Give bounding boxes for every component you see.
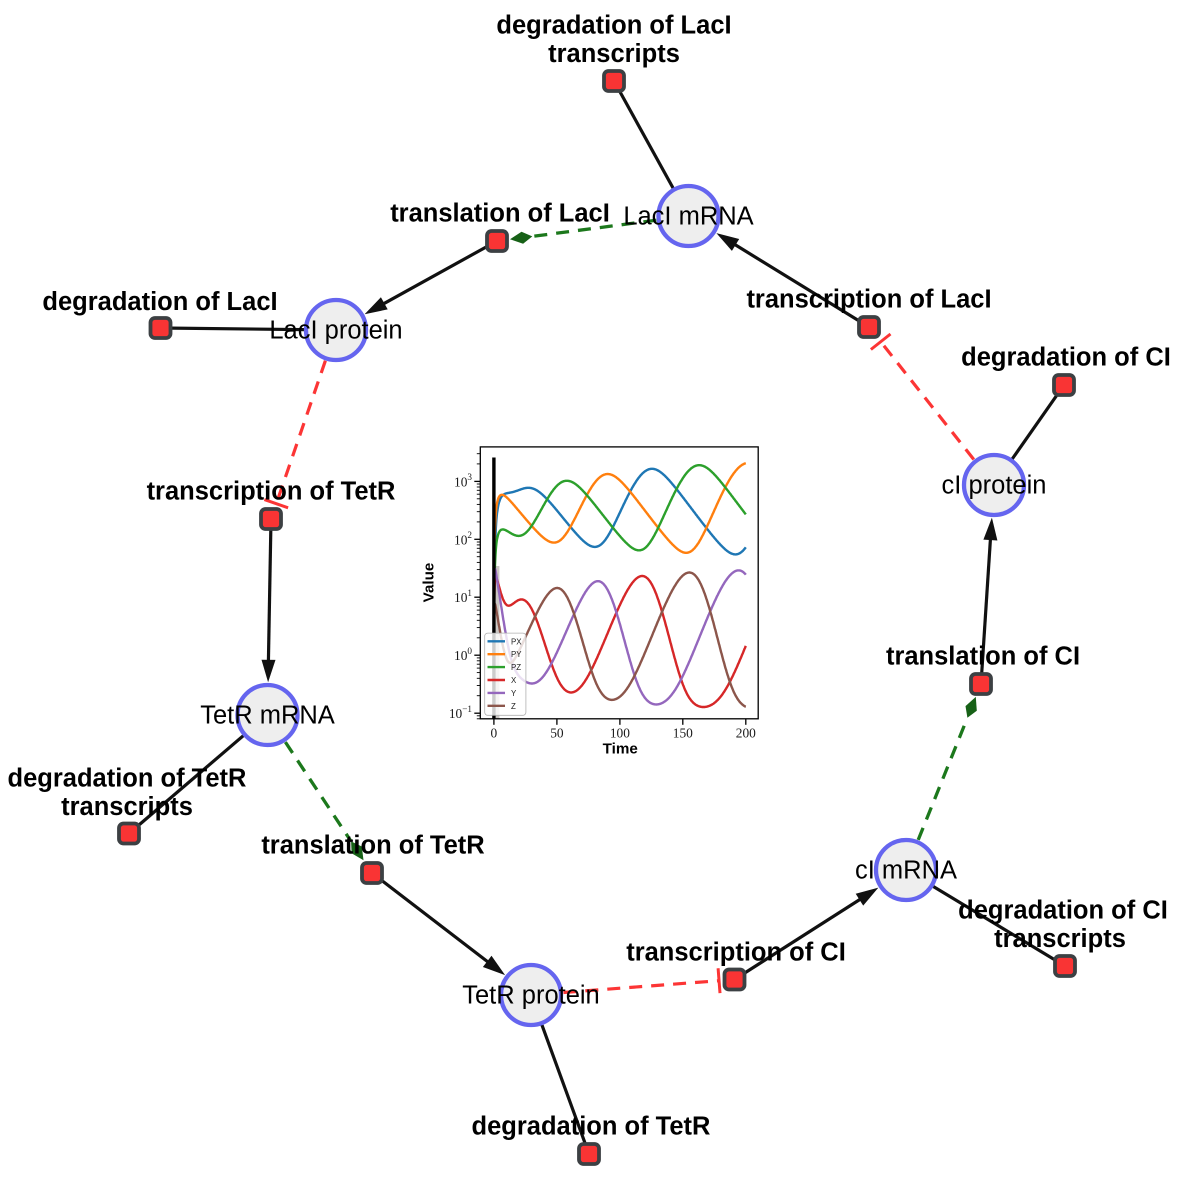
svg-text:translation of TetR: translation of TetR bbox=[261, 832, 484, 860]
svg-text:transcription of LacI: transcription of LacI bbox=[746, 286, 991, 314]
svg-text:X: X bbox=[511, 676, 517, 685]
svg-text:translation of LacI: translation of LacI bbox=[390, 200, 610, 228]
svg-text:0: 0 bbox=[491, 725, 498, 740]
svg-text:transcripts: transcripts bbox=[994, 925, 1126, 953]
svg-text:Time: Time bbox=[603, 740, 638, 757]
svg-text:PX: PX bbox=[511, 637, 522, 646]
svg-text:150: 150 bbox=[673, 725, 693, 740]
svg-text:TetR protein: TetR protein bbox=[462, 982, 600, 1010]
svg-text:LacI mRNA: LacI mRNA bbox=[623, 203, 753, 231]
svg-text:degradation of CI: degradation of CI bbox=[958, 897, 1168, 925]
svg-text:100: 100 bbox=[610, 725, 630, 740]
svg-text:Z: Z bbox=[511, 702, 516, 711]
svg-text:Y: Y bbox=[511, 689, 517, 698]
svg-text:degradation of LacI: degradation of LacI bbox=[496, 12, 731, 40]
svg-text:transcription of TetR: transcription of TetR bbox=[147, 478, 396, 506]
svg-text:transcripts: transcripts bbox=[61, 793, 193, 821]
svg-text:translation of CI: translation of CI bbox=[886, 643, 1080, 671]
svg-text:cI protein: cI protein bbox=[942, 472, 1047, 500]
svg-text:degradation of TetR: degradation of TetR bbox=[8, 765, 247, 793]
svg-text:LacI protein: LacI protein bbox=[269, 317, 402, 345]
svg-text:degradation of TetR: degradation of TetR bbox=[472, 1113, 711, 1141]
svg-text:degradation of LacI: degradation of LacI bbox=[42, 288, 277, 316]
svg-text:PZ: PZ bbox=[511, 663, 521, 672]
svg-text:200: 200 bbox=[736, 725, 756, 740]
svg-text:degradation of CI: degradation of CI bbox=[961, 344, 1171, 372]
svg-text:cI mRNA: cI mRNA bbox=[855, 857, 957, 885]
svg-text:transcripts: transcripts bbox=[548, 40, 680, 68]
svg-text:Value: Value bbox=[421, 563, 438, 603]
svg-text:TetR mRNA: TetR mRNA bbox=[200, 702, 335, 730]
svg-text:PY: PY bbox=[511, 650, 522, 659]
svg-text:transcription of CI: transcription of CI bbox=[626, 939, 846, 967]
svg-text:50: 50 bbox=[550, 725, 564, 740]
